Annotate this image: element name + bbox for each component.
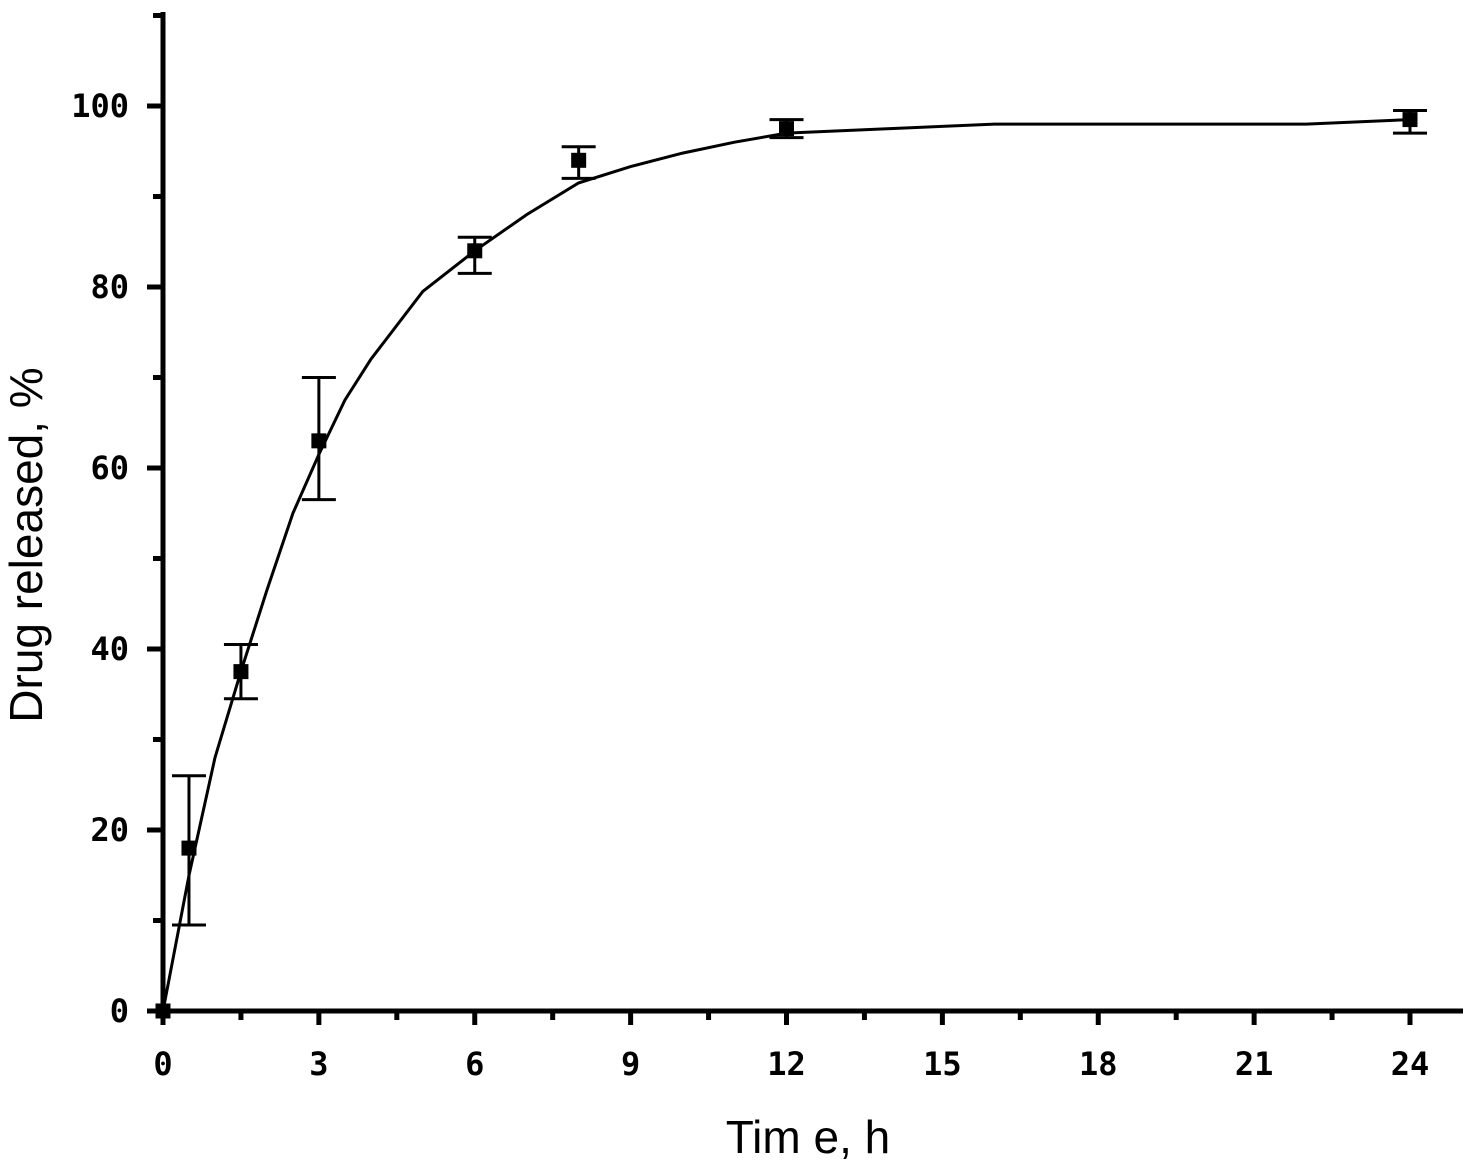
x-tick-label: 9 — [621, 1045, 640, 1083]
data-point — [779, 121, 794, 137]
data-point — [233, 664, 249, 680]
x-tick-label: 6 — [465, 1045, 484, 1083]
y-tick-label: 100 — [71, 87, 129, 125]
data-point — [571, 152, 587, 168]
x-tick-label: 12 — [767, 1045, 806, 1083]
data-point — [1402, 112, 1418, 128]
x-tick-label: 21 — [1235, 1045, 1274, 1083]
x-tick-label: 18 — [1079, 1045, 1118, 1083]
x-tick-label: 3 — [309, 1045, 328, 1083]
y-axis-title: Drug released, % — [0, 367, 52, 722]
y-tick-label: 80 — [90, 268, 129, 306]
x-tick-label: 24 — [1391, 1045, 1430, 1083]
y-tick-label: 20 — [90, 811, 129, 849]
data-point — [467, 243, 483, 259]
ticks: 0 3 6 9 12 15 18 21 24 0 20 40 60 80 100 — [71, 13, 1430, 1083]
y-tick-label: 40 — [90, 630, 129, 668]
y-tick-label: 60 — [90, 449, 129, 487]
x-axis-title: Tim e, h — [726, 1111, 890, 1161]
plot-area — [155, 109, 1427, 1019]
data-point — [181, 840, 197, 856]
fit-curve — [161, 118, 1411, 1012]
x-tick-label: 0 — [153, 1045, 172, 1083]
y-tick-label: 0 — [110, 992, 129, 1030]
x-tick-label: 15 — [923, 1045, 962, 1083]
axes — [160, 12, 1463, 1014]
data-point — [311, 433, 327, 449]
